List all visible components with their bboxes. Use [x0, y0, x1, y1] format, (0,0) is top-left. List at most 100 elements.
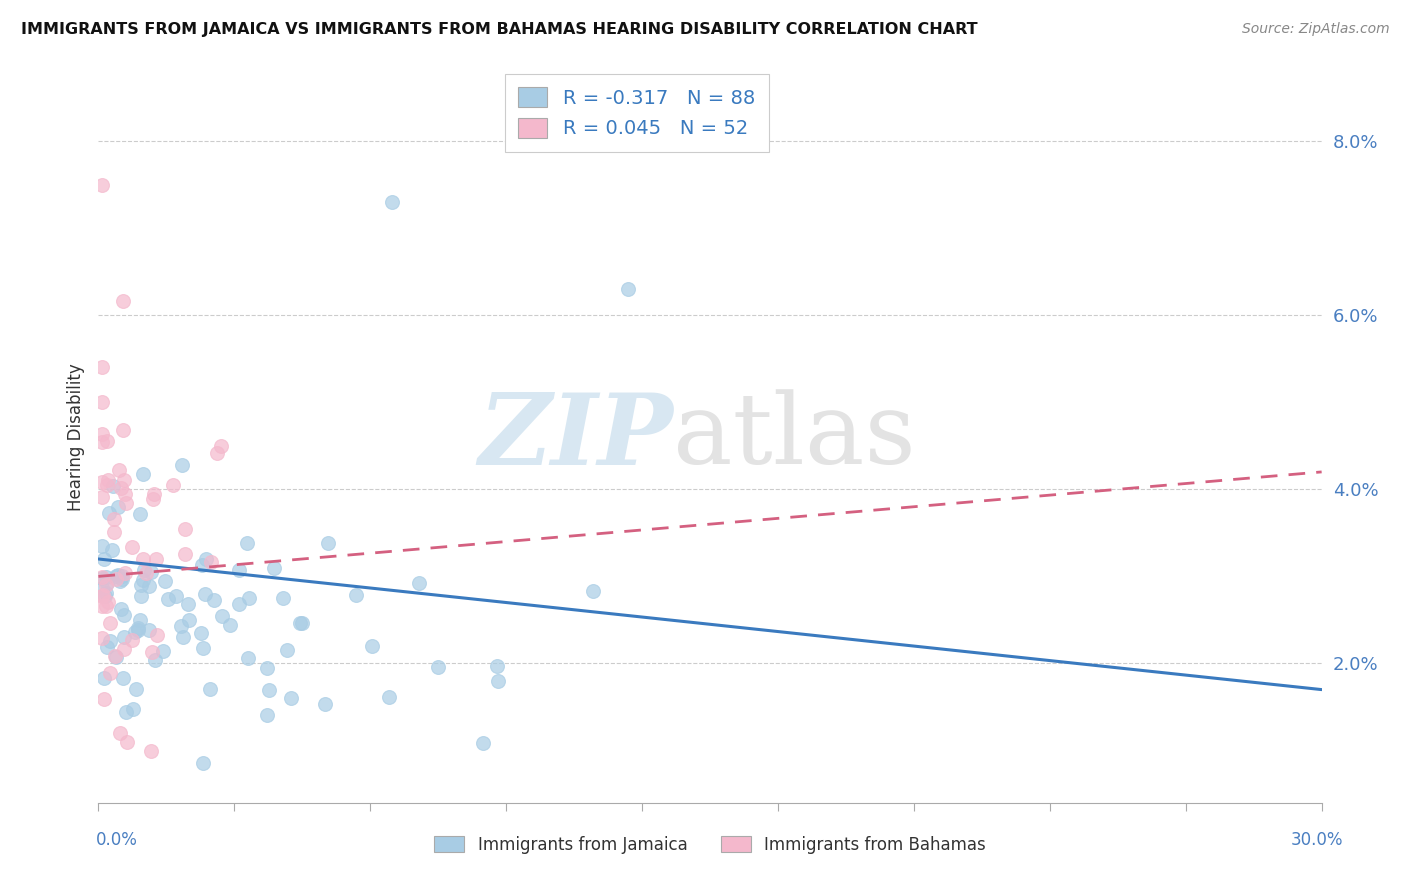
Point — [91, 395, 114, 409]
Point — [110, 569, 132, 583]
Point — [170, 619, 193, 633]
Point — [91, 475, 114, 489]
Point — [104, 569, 127, 583]
Point — [256, 661, 278, 675]
Point — [128, 508, 150, 522]
Point — [236, 536, 259, 550]
Point — [91, 631, 114, 645]
Point — [344, 588, 367, 602]
Point — [276, 643, 298, 657]
Point — [91, 427, 114, 442]
Point — [129, 590, 152, 604]
Point — [104, 649, 127, 664]
Point — [173, 547, 195, 561]
Point — [200, 555, 222, 569]
Point — [132, 467, 155, 481]
Point — [103, 479, 125, 493]
Point — [256, 708, 278, 723]
Point — [190, 626, 212, 640]
Point — [238, 591, 260, 606]
Point — [111, 572, 134, 586]
Text: ZIP: ZIP — [478, 389, 673, 485]
Point — [236, 651, 259, 665]
Point — [91, 491, 114, 505]
Point — [112, 642, 135, 657]
Point — [114, 495, 136, 509]
Point — [193, 756, 215, 770]
Point — [378, 690, 401, 704]
Point — [472, 736, 495, 750]
Point — [103, 512, 125, 526]
Point — [114, 705, 136, 719]
Point — [361, 639, 384, 653]
Point — [177, 598, 200, 612]
Point — [91, 599, 114, 614]
Point — [263, 560, 285, 574]
Point — [121, 702, 143, 716]
Point — [91, 581, 114, 595]
Point — [112, 631, 135, 645]
Point — [486, 674, 509, 689]
Point — [486, 658, 509, 673]
Point — [426, 659, 449, 673]
Point — [145, 552, 167, 566]
Point — [112, 671, 135, 685]
Point — [257, 683, 280, 698]
Point — [96, 640, 118, 654]
Point — [111, 293, 134, 308]
Point — [211, 609, 233, 624]
Point — [582, 584, 605, 599]
Point — [138, 624, 160, 638]
Point — [107, 568, 129, 582]
Point — [93, 588, 115, 602]
Point — [121, 633, 143, 648]
Point — [316, 536, 339, 550]
Point — [128, 613, 150, 627]
Point — [135, 566, 157, 581]
Point — [98, 506, 121, 520]
Point — [108, 463, 131, 477]
Point — [98, 616, 121, 631]
Point — [152, 643, 174, 657]
Point — [194, 587, 217, 601]
Point — [139, 565, 162, 579]
Point — [146, 627, 169, 641]
Point — [94, 569, 117, 583]
Point — [291, 616, 314, 631]
Legend: Immigrants from Jamaica, Immigrants from Bahamas: Immigrants from Jamaica, Immigrants from… — [427, 829, 993, 860]
Point — [209, 440, 232, 454]
Point — [138, 579, 160, 593]
Point — [207, 446, 229, 460]
Point — [125, 681, 148, 696]
Point — [219, 618, 242, 632]
Point — [96, 599, 118, 613]
Point — [104, 649, 127, 664]
Point — [97, 473, 120, 487]
Point — [141, 645, 163, 659]
Point — [91, 360, 114, 375]
Point — [142, 492, 165, 507]
Point — [101, 542, 124, 557]
Point — [94, 589, 117, 603]
Point — [142, 487, 165, 501]
Point — [228, 597, 250, 611]
Point — [108, 574, 131, 588]
Point — [617, 282, 640, 296]
Point — [153, 574, 176, 588]
Point — [93, 552, 115, 566]
Point — [162, 477, 184, 491]
Point — [314, 698, 336, 712]
Point — [280, 690, 302, 705]
Point — [202, 592, 225, 607]
Point — [177, 613, 200, 627]
Point — [132, 574, 155, 588]
Point — [96, 434, 118, 448]
Point — [228, 563, 250, 577]
Text: IMMIGRANTS FROM JAMAICA VS IMMIGRANTS FROM BAHAMAS HEARING DISABILITY CORRELATIO: IMMIGRANTS FROM JAMAICA VS IMMIGRANTS FR… — [21, 22, 977, 37]
Point — [114, 487, 136, 501]
Point — [112, 473, 135, 487]
Point — [108, 726, 131, 740]
Point — [121, 541, 143, 555]
Point — [191, 641, 214, 656]
Point — [107, 500, 129, 514]
